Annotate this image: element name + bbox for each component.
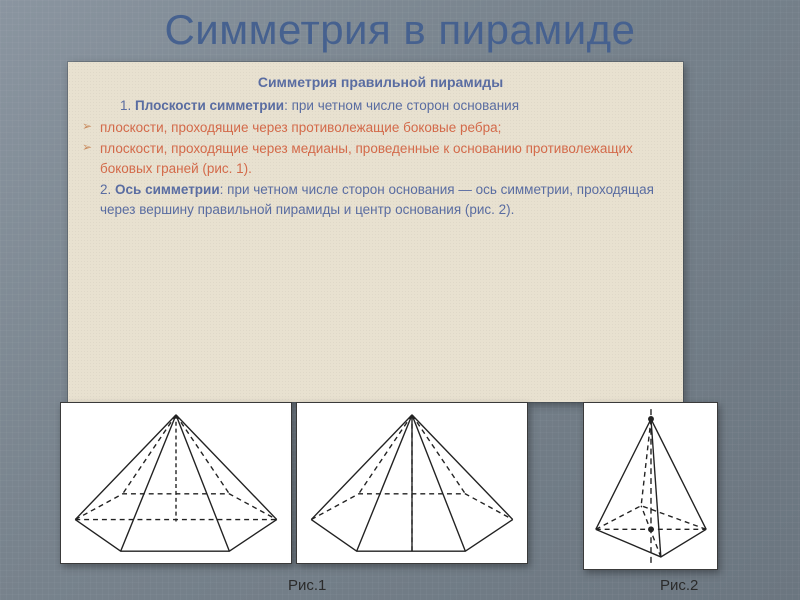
figure-1a xyxy=(60,402,292,564)
pyramid-hex-medians-icon xyxy=(297,403,527,563)
figure-1b xyxy=(296,402,528,564)
section-1-label: Плоскости симметрии xyxy=(135,98,284,113)
pyramid-hex-edges-icon xyxy=(61,403,291,563)
figures-row xyxy=(60,402,718,570)
section-2-line: 2. Ось симметрии: при четном числе сторо… xyxy=(100,180,661,219)
content-subtitle: Симметрия правильной пирамиды xyxy=(100,74,661,90)
content-box: Симметрия правильной пирамиды 1. Плоскос… xyxy=(68,62,683,402)
slide: Симметрия в пирамиде Симметрия правильно… xyxy=(0,0,800,600)
caption-fig1: Рис.1 xyxy=(288,577,326,594)
slide-title: Симметрия в пирамиде xyxy=(0,6,800,54)
bullet-1: плоскости, проходящие через противолежащ… xyxy=(100,118,661,138)
section-1-line: 1. Плоскости симметрии: при четном числе… xyxy=(120,96,661,116)
caption-fig2: Рис.2 xyxy=(660,577,698,594)
figure-2 xyxy=(583,402,718,570)
bullet-2: плоскости, проходящие через медианы, про… xyxy=(100,139,661,178)
section-2-num: 2. xyxy=(100,182,111,197)
pyramid-square-axis-icon xyxy=(584,403,717,569)
section-2-label: Ось симметрии xyxy=(115,182,220,197)
section-1-tail: : при четном числе сторон основания xyxy=(284,98,519,113)
section-1-num: 1. xyxy=(120,98,131,113)
